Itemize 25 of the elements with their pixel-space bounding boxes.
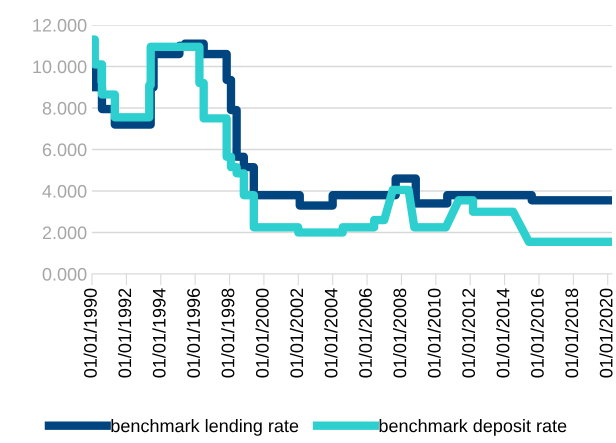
x-tick-label: 01/01/2004 [324,288,338,378]
legend-label: benchmark deposit rate [380,418,566,436]
y-tick-label: 6.000 [42,143,86,156]
x-tick-label: 01/01/2010 [427,288,441,378]
y-tick-label: 2.000 [42,226,86,240]
x-tick-label: 01/01/2016 [530,288,544,378]
legend-label: benchmark lending rate [111,418,298,436]
x-tick-label: 01/01/2006 [358,288,372,378]
x-tick-label: 01/01/1996 [186,288,200,378]
x-tick-label: 01/01/1994 [152,288,166,378]
x-tick-label: 01/01/2002 [290,288,304,378]
y-tick-label: 8.000 [42,102,86,115]
x-tick-label: 01/01/2012 [462,288,476,378]
x-tick-label: 01/01/1990 [84,288,97,378]
y-tick-label: 0.000 [42,268,86,281]
x-tick-label: 01/01/1992 [118,288,132,378]
y-tick-label: 12.000 [33,18,86,32]
y-tick-label: 10.000 [33,60,86,74]
x-tick-label: 01/01/2018 [564,288,578,378]
y-tick-label: 4.000 [42,184,86,198]
x-tick-label: 01/01/1998 [221,288,234,378]
x-tick-label: 01/01/2000 [255,288,269,378]
x-tick-label: 01/01/2008 [393,288,406,378]
x-tick-label: 01/01/2014 [496,288,510,378]
x-tick-label: 01/01/2020 [599,288,613,378]
